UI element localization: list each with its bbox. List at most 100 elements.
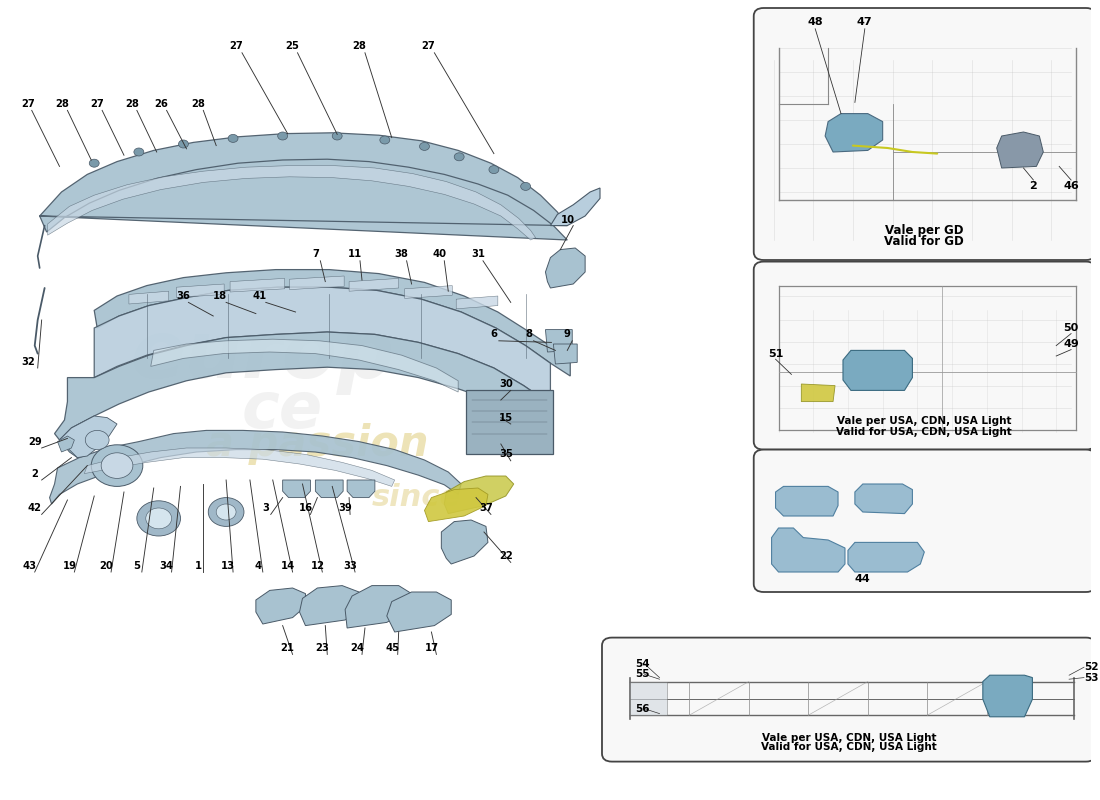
Text: since: since <box>372 483 461 512</box>
Text: 27: 27 <box>421 42 436 51</box>
Polygon shape <box>289 276 344 290</box>
Circle shape <box>419 142 429 150</box>
Text: 13: 13 <box>221 561 235 570</box>
Circle shape <box>488 166 499 174</box>
Circle shape <box>520 182 530 190</box>
Polygon shape <box>85 448 395 486</box>
Text: 14: 14 <box>280 561 295 570</box>
Polygon shape <box>982 675 1033 717</box>
Text: 16: 16 <box>298 503 312 513</box>
Circle shape <box>379 136 389 144</box>
Text: 30: 30 <box>499 379 513 389</box>
Polygon shape <box>95 287 550 404</box>
Text: 12: 12 <box>310 561 324 570</box>
Text: 25: 25 <box>286 42 299 51</box>
Circle shape <box>208 498 244 526</box>
Polygon shape <box>855 484 912 514</box>
Polygon shape <box>387 592 451 632</box>
Text: 27: 27 <box>229 42 243 51</box>
Polygon shape <box>349 278 398 291</box>
Polygon shape <box>348 480 375 498</box>
Text: a passion: a passion <box>206 423 429 465</box>
Text: 24: 24 <box>350 643 364 653</box>
Text: 7: 7 <box>312 250 319 259</box>
Text: 44: 44 <box>855 574 871 584</box>
Circle shape <box>136 501 180 536</box>
Text: Valid for USA, CDN, USA Light: Valid for USA, CDN, USA Light <box>761 742 937 752</box>
Polygon shape <box>55 332 550 440</box>
Text: 2: 2 <box>31 469 38 478</box>
Polygon shape <box>630 682 668 715</box>
Text: 11: 11 <box>348 250 362 259</box>
Text: Valid for USA, CDN, USA Light: Valid for USA, CDN, USA Light <box>836 427 1012 437</box>
Circle shape <box>178 140 188 148</box>
FancyBboxPatch shape <box>602 638 1096 762</box>
Polygon shape <box>151 339 459 392</box>
Text: 3: 3 <box>263 503 270 513</box>
Text: 34: 34 <box>160 561 174 570</box>
Text: 18: 18 <box>213 291 228 301</box>
Text: 15: 15 <box>498 413 513 422</box>
Text: 6: 6 <box>491 330 497 339</box>
Polygon shape <box>256 588 306 624</box>
Polygon shape <box>550 188 600 226</box>
Text: Vale per GD: Vale per GD <box>886 224 964 237</box>
Text: 27: 27 <box>90 99 104 109</box>
FancyBboxPatch shape <box>754 262 1096 450</box>
Text: 38: 38 <box>395 250 408 259</box>
Text: 55: 55 <box>635 670 649 679</box>
Polygon shape <box>283 480 310 498</box>
Text: 42: 42 <box>28 503 42 513</box>
Text: 22: 22 <box>499 551 513 561</box>
Circle shape <box>217 504 236 520</box>
Text: 4: 4 <box>254 561 262 570</box>
Polygon shape <box>997 132 1043 168</box>
Text: 52: 52 <box>1084 662 1099 672</box>
Circle shape <box>146 508 172 529</box>
Circle shape <box>134 148 144 156</box>
Text: 36: 36 <box>176 291 190 301</box>
Polygon shape <box>59 416 117 458</box>
Text: 53: 53 <box>1084 673 1099 682</box>
Text: 31: 31 <box>471 250 485 259</box>
Text: 17: 17 <box>425 643 439 653</box>
Text: 8: 8 <box>525 330 532 339</box>
Text: 48: 48 <box>807 18 823 27</box>
Text: 41: 41 <box>253 291 267 301</box>
Text: 28: 28 <box>125 99 139 109</box>
Text: 28: 28 <box>191 99 206 109</box>
Polygon shape <box>546 330 572 352</box>
Polygon shape <box>444 476 514 514</box>
Polygon shape <box>95 270 570 376</box>
Text: 1: 1 <box>195 561 202 570</box>
Polygon shape <box>40 133 568 240</box>
Polygon shape <box>57 436 75 452</box>
Text: 9: 9 <box>564 330 571 339</box>
Text: 46: 46 <box>1064 181 1079 190</box>
Polygon shape <box>776 486 838 516</box>
Text: 35: 35 <box>499 450 513 459</box>
Polygon shape <box>456 296 498 309</box>
Text: Vale per USA, CDN, USA Light: Vale per USA, CDN, USA Light <box>837 416 1012 426</box>
Text: 29: 29 <box>28 437 42 446</box>
Text: 54: 54 <box>635 659 649 669</box>
Text: 40: 40 <box>432 250 447 259</box>
Polygon shape <box>771 528 845 572</box>
Polygon shape <box>59 416 95 458</box>
Polygon shape <box>546 248 585 288</box>
Text: 26: 26 <box>155 99 168 109</box>
Text: 50: 50 <box>1064 323 1079 333</box>
Polygon shape <box>47 166 536 240</box>
Polygon shape <box>176 284 224 298</box>
Text: 21: 21 <box>280 643 295 653</box>
Text: ce: ce <box>242 378 323 441</box>
Circle shape <box>91 445 143 486</box>
Text: 10: 10 <box>561 215 575 225</box>
Polygon shape <box>825 114 882 152</box>
Polygon shape <box>316 480 343 498</box>
Circle shape <box>228 134 238 142</box>
Polygon shape <box>405 286 452 298</box>
Text: 37: 37 <box>480 503 493 513</box>
Circle shape <box>277 132 287 140</box>
FancyBboxPatch shape <box>466 390 553 454</box>
